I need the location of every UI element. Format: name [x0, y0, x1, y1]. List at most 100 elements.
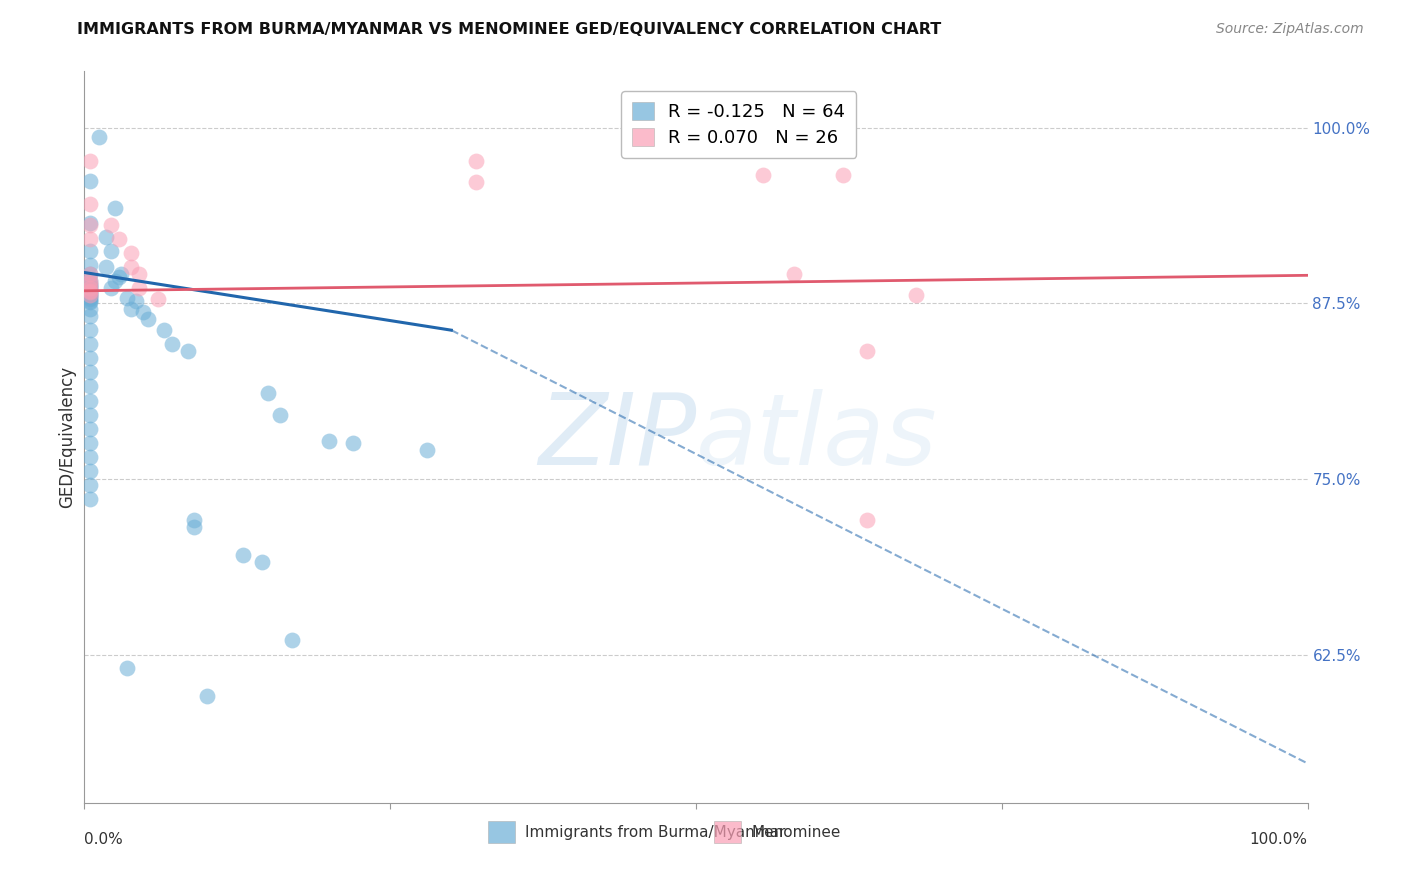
Bar: [714, 821, 741, 843]
Point: [120, 260, 142, 274]
Point: [79, 281, 101, 295]
Point: [79, 267, 101, 281]
Point: [257, 386, 280, 401]
Point: [79, 435, 101, 450]
Point: [79, 285, 101, 300]
Point: [79, 379, 101, 393]
Point: [79, 422, 101, 436]
Point: [96, 260, 118, 274]
Text: atlas: atlas: [696, 389, 938, 485]
Text: IMMIGRANTS FROM BURMA/MYANMAR VS MENOMINEE GED/EQUIVALENCY CORRELATION CHART: IMMIGRANTS FROM BURMA/MYANMAR VS MENOMIN…: [77, 22, 942, 37]
Point: [79, 281, 101, 295]
Point: [79, 267, 101, 281]
Point: [831, 169, 853, 183]
Point: [87, 130, 110, 145]
Point: [79, 274, 101, 288]
Point: [79, 277, 101, 291]
Point: [177, 344, 200, 359]
Point: [128, 267, 150, 281]
Point: [79, 232, 101, 246]
Point: [79, 292, 101, 306]
Point: [183, 513, 205, 527]
Point: [96, 230, 118, 244]
Point: [318, 434, 340, 449]
Point: [342, 435, 364, 450]
Point: [79, 259, 101, 273]
Point: [120, 245, 142, 260]
Point: [79, 274, 101, 288]
Point: [416, 442, 439, 457]
Point: [79, 293, 101, 308]
Point: [79, 309, 101, 323]
Text: 0.0%: 0.0%: [84, 832, 124, 847]
Point: [79, 279, 101, 293]
Point: [115, 661, 138, 675]
Point: [79, 244, 101, 259]
Text: Immigrants from Burma/Myanmar: Immigrants from Burma/Myanmar: [524, 824, 785, 839]
Point: [79, 196, 101, 211]
Text: Source: ZipAtlas.com: Source: ZipAtlas.com: [1216, 22, 1364, 37]
Point: [856, 513, 879, 527]
Point: [79, 393, 101, 408]
Point: [120, 302, 142, 317]
Point: [79, 302, 101, 317]
Point: [269, 408, 291, 422]
Point: [195, 689, 218, 703]
Text: ZIP: ZIP: [537, 389, 696, 485]
Point: [79, 218, 101, 232]
Point: [79, 289, 101, 303]
Point: [79, 277, 101, 291]
Point: [79, 291, 101, 305]
Point: [100, 244, 122, 259]
Legend: R = -0.125   N = 64, R = 0.070   N = 26: R = -0.125 N = 64, R = 0.070 N = 26: [621, 91, 856, 158]
Point: [107, 232, 129, 246]
Point: [752, 169, 775, 183]
Point: [79, 288, 101, 302]
Point: [125, 293, 148, 308]
Point: [100, 218, 122, 232]
Point: [162, 337, 184, 351]
Point: [146, 292, 169, 306]
Point: [128, 281, 150, 295]
Point: [79, 284, 101, 298]
Point: [79, 464, 101, 478]
Point: [232, 548, 254, 562]
Bar: [488, 821, 515, 843]
Point: [905, 288, 928, 302]
Point: [132, 305, 155, 319]
Point: [464, 176, 486, 190]
Y-axis label: GED/Equivalency: GED/Equivalency: [58, 366, 76, 508]
Point: [79, 154, 101, 169]
Point: [79, 491, 101, 506]
Point: [79, 478, 101, 492]
Point: [79, 284, 101, 298]
Point: [79, 337, 101, 351]
Point: [79, 295, 101, 310]
Point: [79, 288, 101, 302]
Point: [79, 408, 101, 422]
Point: [79, 285, 101, 300]
Point: [79, 450, 101, 464]
Point: [104, 274, 127, 288]
Point: [79, 323, 101, 337]
Point: [79, 351, 101, 366]
Point: [153, 323, 176, 337]
Point: [856, 344, 879, 359]
Point: [79, 216, 101, 230]
Point: [281, 632, 304, 647]
Point: [107, 269, 129, 284]
Point: [115, 291, 138, 305]
Point: [100, 281, 122, 295]
Point: [79, 286, 101, 301]
Text: Menominee: Menominee: [751, 824, 841, 839]
Point: [183, 520, 205, 534]
Text: 100.0%: 100.0%: [1250, 832, 1308, 847]
Point: [79, 365, 101, 379]
Point: [783, 267, 806, 281]
Point: [110, 267, 132, 281]
Point: [104, 201, 127, 215]
Point: [79, 174, 101, 188]
Point: [464, 154, 486, 169]
Point: [136, 312, 159, 326]
Point: [79, 278, 101, 293]
